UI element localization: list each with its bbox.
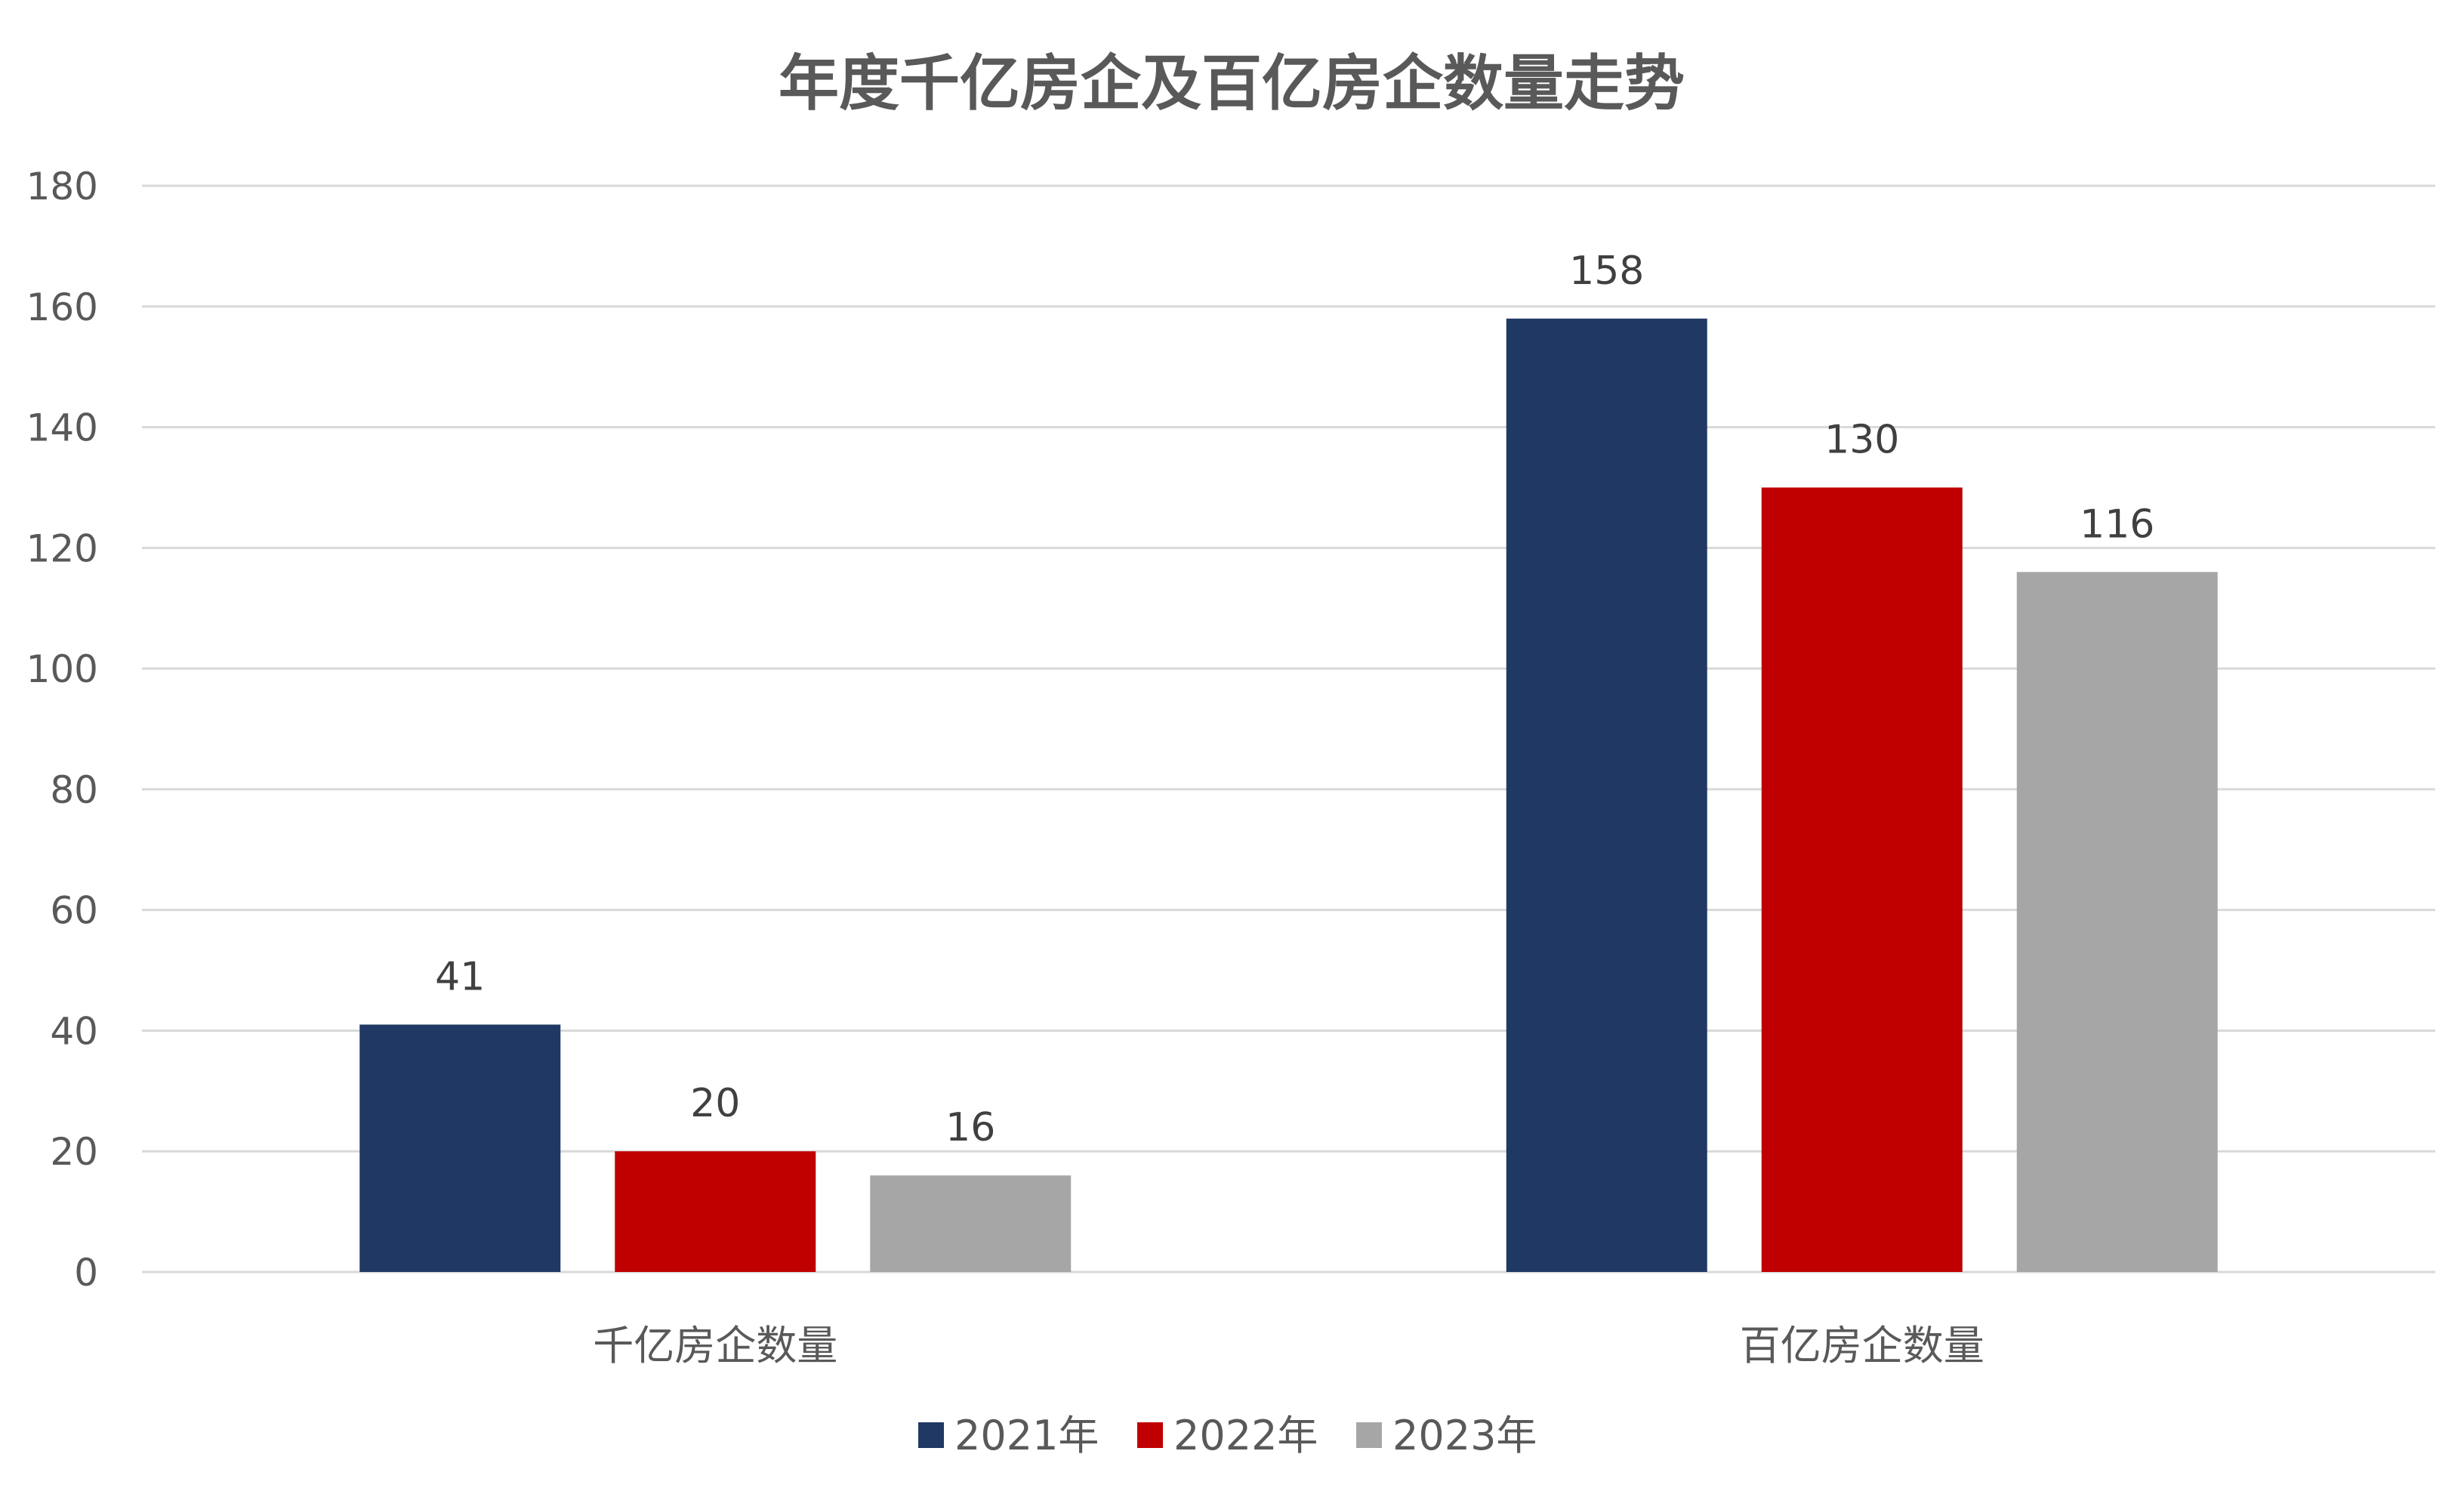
y-tick-label: 180 — [26, 165, 98, 208]
chart-title: 年度千亿房企及百亿房企数量走势 — [779, 48, 1685, 119]
legend-swatch — [1137, 1422, 1163, 1448]
data-label: 130 — [1824, 417, 1899, 462]
y-tick-label: 120 — [26, 526, 98, 570]
x-axis-categories: 千亿房企数量 百亿房企数量 — [593, 1322, 1984, 1369]
bar-2-3 — [2016, 572, 2218, 1272]
y-tick-label: 140 — [26, 406, 98, 450]
y-tick-label: 160 — [26, 286, 98, 329]
bar-2-2 — [1761, 487, 1963, 1272]
data-label: 16 — [945, 1105, 995, 1150]
legend-item: 2022年 — [1137, 1412, 1318, 1459]
y-tick-label: 0 — [74, 1251, 98, 1295]
data-label: 20 — [690, 1081, 740, 1126]
legend-label: 2022年 — [1173, 1412, 1318, 1459]
y-tick-label: 80 — [50, 768, 98, 812]
bars — [359, 318, 2218, 1272]
y-tick-label: 20 — [50, 1130, 98, 1174]
y-tick-label: 100 — [26, 647, 98, 691]
data-label: 41 — [435, 954, 485, 999]
legend: 2021年 2022年 2023年 — [918, 1412, 1537, 1459]
legend-swatch — [918, 1422, 944, 1448]
legend-item: 2023年 — [1356, 1412, 1537, 1459]
data-label: 116 — [2080, 502, 2154, 547]
legend-item: 2021年 — [918, 1412, 1099, 1459]
legend-label: 2021年 — [954, 1412, 1099, 1459]
bar-1-3 — [870, 1175, 1072, 1272]
legend-label: 2023年 — [1392, 1412, 1537, 1459]
x-category-label: 千亿房企数量 — [593, 1322, 837, 1369]
bar-1-1 — [359, 1024, 561, 1272]
data-labels: 41 20 16 158 130 116 — [435, 249, 2154, 1150]
y-tick-label: 60 — [50, 889, 98, 933]
legend-swatch — [1356, 1422, 1382, 1448]
bar-2-1 — [1506, 318, 1707, 1272]
bar-1-2 — [615, 1151, 816, 1272]
y-axis-ticks: 0 20 40 60 80 100 120 140 160 180 — [26, 165, 98, 1295]
data-label: 158 — [1569, 249, 1644, 294]
y-tick-label: 40 — [50, 1009, 98, 1053]
x-category-label: 百亿房企数量 — [1740, 1322, 1984, 1369]
